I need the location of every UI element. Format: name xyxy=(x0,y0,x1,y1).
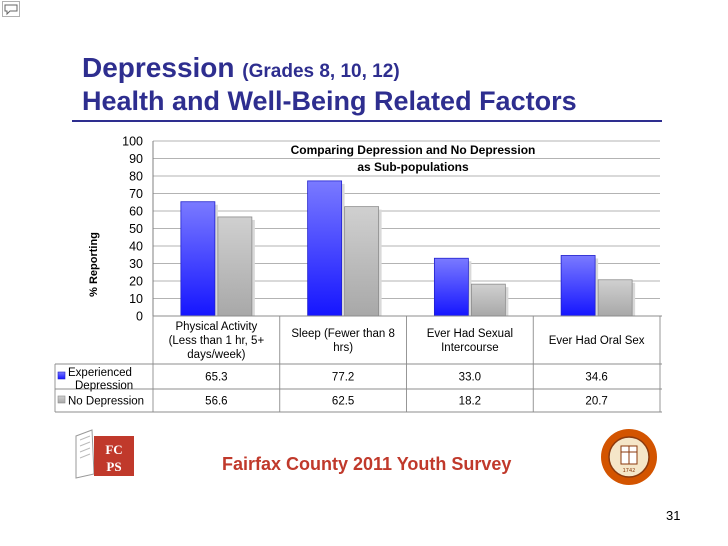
svg-text:PS: PS xyxy=(106,459,121,474)
data-label: 34.6 xyxy=(585,372,607,384)
category-label: Intercourse xyxy=(441,342,499,354)
y-tick-label: 0 xyxy=(136,310,143,324)
y-tick-label: 100 xyxy=(122,135,143,149)
category-label: Ever Had Sexual xyxy=(427,328,513,340)
legend-label: Experienced xyxy=(68,367,132,379)
y-tick-label: 30 xyxy=(129,257,143,271)
slide-subtitle: Health and Well-Being Related Factors xyxy=(82,86,577,116)
comment-icon[interactable] xyxy=(2,1,20,17)
legend-label: No Depression xyxy=(68,396,144,408)
data-label: 56.6 xyxy=(205,396,227,408)
y-tick-label: 80 xyxy=(129,170,143,184)
y-tick-label: 50 xyxy=(129,222,143,236)
slide-title: Depression (Grades 8, 10, 12) xyxy=(82,52,400,84)
legend-key xyxy=(57,395,66,404)
data-label: 62.5 xyxy=(332,396,354,408)
data-label: 77.2 xyxy=(332,372,354,384)
category-label: days/week) xyxy=(187,349,245,361)
svg-text:FC: FC xyxy=(105,442,122,457)
bar xyxy=(307,180,343,317)
y-tick-label: 40 xyxy=(129,240,143,254)
bar xyxy=(597,279,633,317)
y-tick-label: 70 xyxy=(129,187,143,201)
svg-text:1742: 1742 xyxy=(623,468,636,474)
page-number: 31 xyxy=(666,508,681,523)
bar xyxy=(217,216,253,317)
title-divider xyxy=(72,120,662,122)
data-label: 65.3 xyxy=(205,372,227,384)
footer-title: Fairfax County 2011 Youth Survey xyxy=(222,454,512,474)
y-tick-label: 90 xyxy=(129,152,143,166)
y-axis-label: % Reporting xyxy=(88,232,100,297)
bar xyxy=(560,255,596,317)
chart-title: Comparing Depression and No Depression xyxy=(291,143,536,157)
title-sub: (Grades 8, 10, 12) xyxy=(242,61,400,82)
y-tick-label: 20 xyxy=(129,275,143,289)
title-main: Depression xyxy=(82,52,235,83)
category-label: (Less than 1 hr, 5+ xyxy=(169,335,265,347)
legend-label: Depression xyxy=(75,380,133,392)
bar xyxy=(433,257,469,317)
y-tick-label: 60 xyxy=(129,205,143,219)
data-label: 20.7 xyxy=(585,396,607,408)
bar xyxy=(344,206,380,317)
category-label: Sleep (Fewer than 8 xyxy=(291,328,395,340)
y-tick-label: 10 xyxy=(129,292,143,306)
chart-title: as Sub-populations xyxy=(357,160,469,174)
county-seal: 1742 xyxy=(601,429,657,485)
data-label: 33.0 xyxy=(459,372,481,384)
bar xyxy=(470,283,506,317)
category-label: Ever Had Oral Sex xyxy=(549,335,645,347)
legend-key xyxy=(57,371,66,380)
data-label: 18.2 xyxy=(459,396,481,408)
category-label: Physical Activity xyxy=(175,321,257,333)
category-label: hrs) xyxy=(333,342,353,354)
bar xyxy=(180,201,216,317)
fcps-logo: FC PS xyxy=(72,429,138,479)
